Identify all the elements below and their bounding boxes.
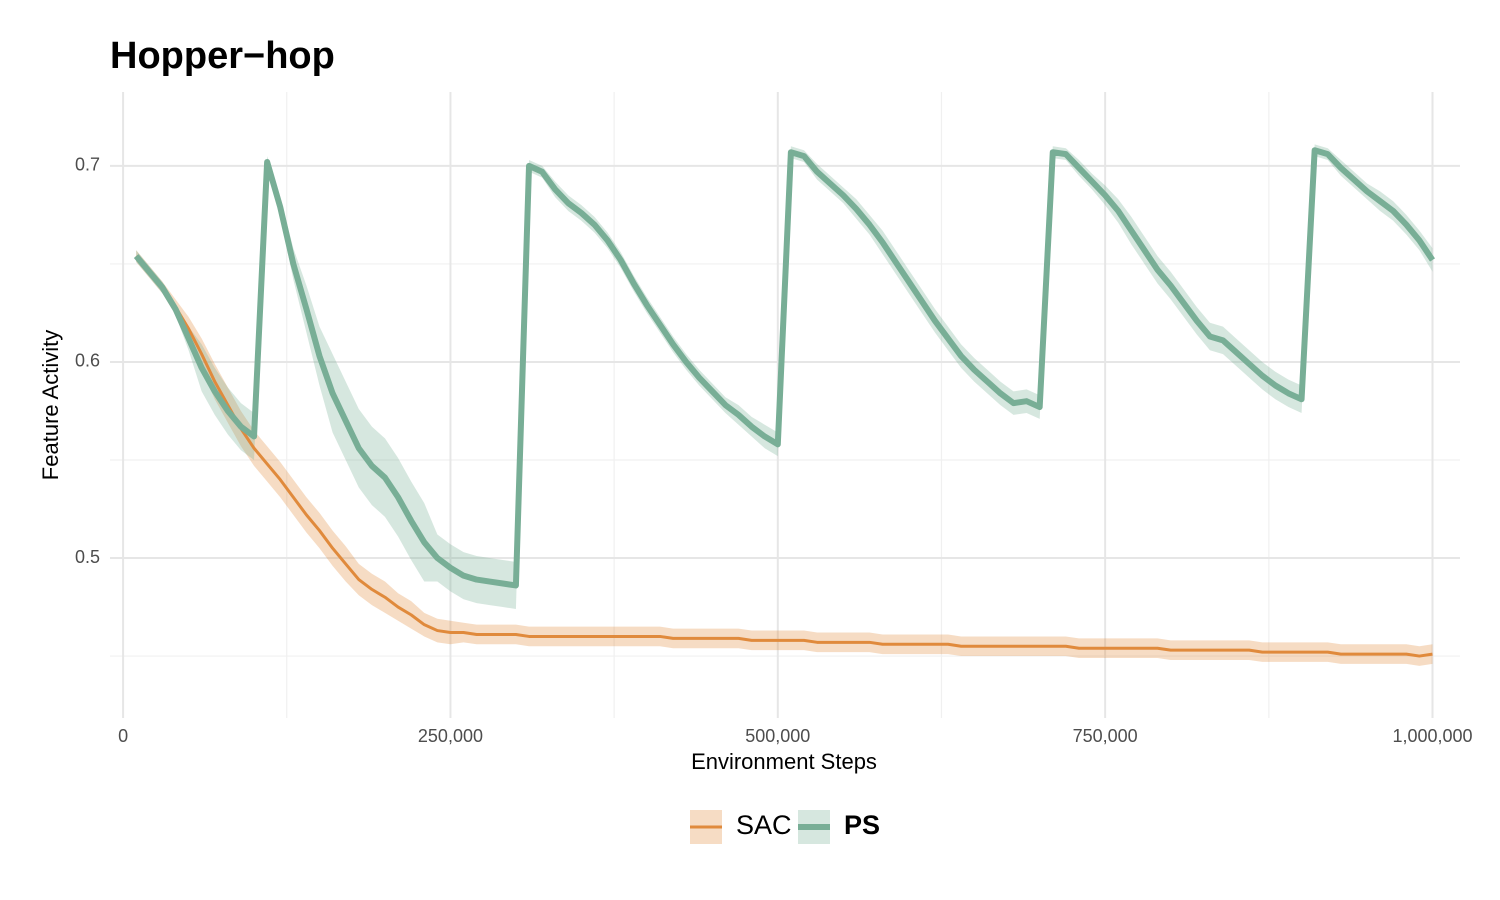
grid [110,92,1460,718]
y-tick-label: 0.7 [75,155,100,175]
legend-label: PS [844,810,880,840]
y-tick-label: 0.6 [75,351,100,371]
legend-label: SAC [736,810,792,840]
x-tick-label: 250,000 [418,726,483,746]
chart-title: Hopper−hop [110,35,335,77]
series-line [135,255,1433,658]
legend-item: SAC [690,810,792,844]
x-tick-label: 0 [118,726,128,746]
x-tick-label: 1,000,000 [1392,726,1472,746]
x-tick-label: 750,000 [1073,726,1138,746]
y-axis-label: Feature Activity [38,330,63,480]
x-tick-label: 500,000 [745,726,810,746]
x-axis-label: Environment Steps [691,749,877,774]
legend-item: PS [798,810,880,844]
series-line [133,147,1435,589]
y-tick-label: 0.5 [75,547,100,567]
